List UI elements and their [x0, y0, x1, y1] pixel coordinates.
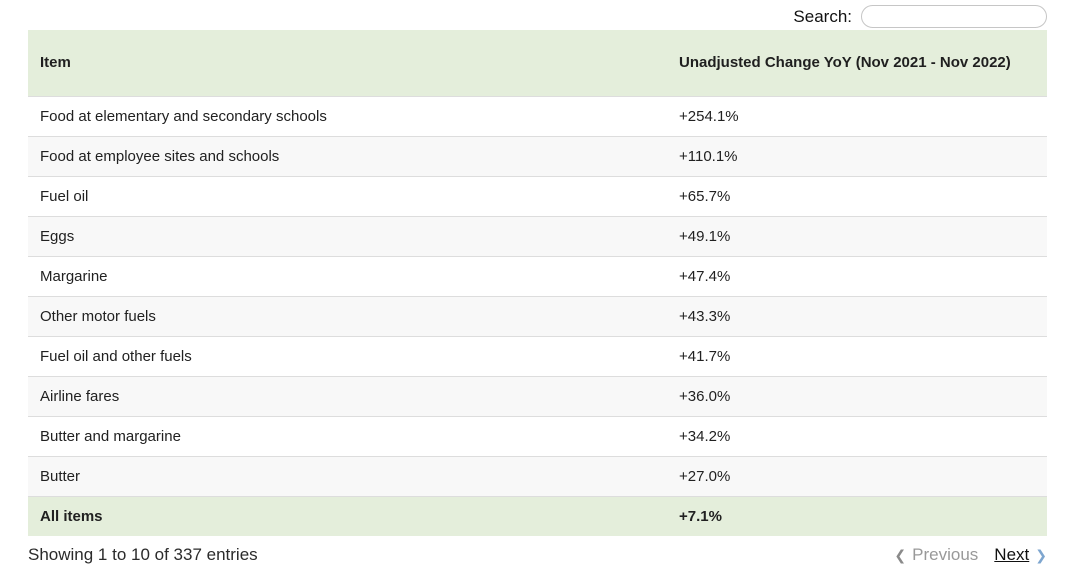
table-body: Food at elementary and secondary schools… — [28, 95, 1047, 536]
next-button[interactable]: Next ❯ — [994, 545, 1047, 565]
table-row: Butter +27.0% — [28, 455, 1047, 496]
row-item-cell: Fuel oil — [28, 175, 667, 216]
column-header-change[interactable]: Unadjusted Change YoY (Nov 2021 - Nov 20… — [667, 30, 1047, 96]
row-value-cell: +110.1% — [667, 135, 1047, 176]
column-header-item[interactable]: Item — [28, 30, 667, 96]
row-item-cell: Butter — [28, 455, 667, 496]
table-footer: Showing 1 to 10 of 337 entries ❮ Previou… — [28, 545, 1047, 565]
search-bar: Search: — [28, 0, 1047, 30]
table-row: Margarine +47.4% — [28, 255, 1047, 296]
total-row: All items +7.1% — [28, 495, 1047, 536]
search-label: Search: — [793, 6, 852, 26]
pagination: ❮ Previous Next ❯ — [894, 545, 1047, 565]
search-input[interactable] — [861, 5, 1047, 28]
table-header-row: Item Unadjusted Change YoY (Nov 2021 - N… — [28, 30, 1047, 96]
row-value-cell: +41.7% — [667, 335, 1047, 376]
row-value-cell: +34.2% — [667, 415, 1047, 456]
row-value-cell: +27.0% — [667, 455, 1047, 496]
row-item-cell: Margarine — [28, 255, 667, 296]
next-label: Next — [994, 544, 1030, 564]
table-row: Eggs +49.1% — [28, 215, 1047, 256]
previous-button[interactable]: ❮ Previous — [894, 545, 978, 565]
row-item-cell: Airline fares — [28, 375, 667, 416]
row-item-cell: Other motor fuels — [28, 295, 667, 336]
table-row: Other motor fuels +43.3% — [28, 295, 1047, 336]
table-row: Fuel oil and other fuels +41.7% — [28, 335, 1047, 376]
row-item-cell: Food at elementary and secondary schools — [28, 95, 667, 136]
row-value-cell: +49.1% — [667, 215, 1047, 256]
table-row: Fuel oil +65.7% — [28, 175, 1047, 216]
row-value-cell: +254.1% — [667, 95, 1047, 136]
table-info: Showing 1 to 10 of 337 entries — [28, 544, 258, 564]
total-value-cell: +7.1% — [667, 495, 1047, 536]
row-value-cell: +36.0% — [667, 375, 1047, 416]
chevron-left-icon: ❮ — [894, 546, 907, 563]
chevron-right-icon: ❯ — [1035, 546, 1047, 563]
table-row: Food at employee sites and schools +110.… — [28, 135, 1047, 176]
table-row: Butter and margarine +34.2% — [28, 415, 1047, 456]
row-item-cell: Eggs — [28, 215, 667, 256]
row-value-cell: +47.4% — [667, 255, 1047, 296]
table-row: Airline fares +36.0% — [28, 375, 1047, 416]
row-value-cell: +43.3% — [667, 295, 1047, 336]
row-item-cell: Butter and margarine — [28, 415, 667, 456]
datatable-widget: Search: Item Unadjusted Change YoY (Nov … — [28, 0, 1047, 565]
table-row: Food at elementary and secondary schools… — [28, 95, 1047, 136]
row-item-cell: Fuel oil and other fuels — [28, 335, 667, 376]
data-table: Item Unadjusted Change YoY (Nov 2021 - N… — [28, 30, 1047, 536]
previous-label: Previous — [912, 544, 979, 564]
row-item-cell: Food at employee sites and schools — [28, 135, 667, 176]
total-item-cell: All items — [28, 495, 667, 536]
row-value-cell: +65.7% — [667, 175, 1047, 216]
